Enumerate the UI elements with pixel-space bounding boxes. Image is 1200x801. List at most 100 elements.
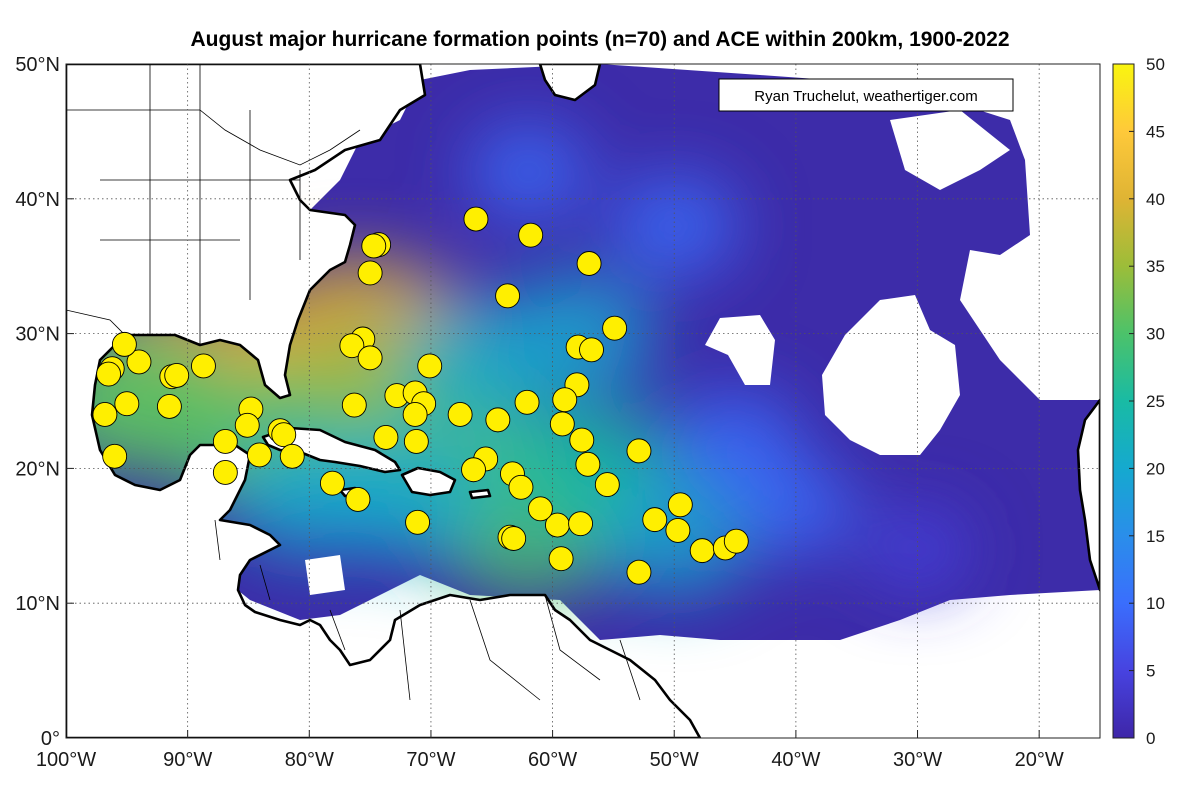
formation-point <box>191 353 216 379</box>
colorbar-tick-label: 15 <box>1146 527 1165 546</box>
chart-title: August major hurricane formation points … <box>190 28 1010 51</box>
formation-point <box>339 333 365 359</box>
x-tick-label: 30°W <box>893 749 942 771</box>
formation-point <box>279 443 305 469</box>
colorbar-tick-label: 50 <box>1146 55 1165 74</box>
formation-point <box>373 424 399 450</box>
formation-point <box>102 443 128 469</box>
x-tick-label: 50°W <box>650 749 699 771</box>
x-axis-ticks: 100°W 90°W 80°W 70°W 60°W 50°W 40°W 30°W 20°W <box>36 730 1064 771</box>
north-america-coast <box>66 64 702 738</box>
x-tick-label: 40°W <box>771 749 820 771</box>
us-state-lines <box>100 64 301 345</box>
colorbar-ticks: 0 5 10 15 20 25 30 35 40 45 50 <box>1129 55 1165 748</box>
formation-point <box>575 451 601 477</box>
formation-point <box>246 442 272 468</box>
formation-point <box>92 402 118 427</box>
formation-point <box>602 315 628 341</box>
formation-point <box>501 526 527 551</box>
formation-point <box>357 345 383 371</box>
formation-point <box>665 517 691 543</box>
formation-point <box>527 496 553 522</box>
colorbar-tick-label: 10 <box>1146 594 1165 613</box>
formation-point <box>508 474 534 500</box>
formation-point <box>642 507 668 533</box>
formation-point <box>447 402 473 427</box>
y-tick-label: 30°N <box>15 324 60 346</box>
ace-gaps <box>305 110 1010 595</box>
colorbar-tick-label: 30 <box>1146 325 1165 344</box>
plot-frame <box>65 63 1101 739</box>
formation-point <box>485 407 511 433</box>
formation-point <box>402 402 428 427</box>
colorbar-tick-label: 35 <box>1146 257 1165 276</box>
ace-hotspot <box>468 125 589 218</box>
gap-patch-3 <box>890 110 1010 190</box>
colorbar-tick-label: 40 <box>1146 190 1165 209</box>
land <box>66 64 1100 738</box>
x-tick-label: 90°W <box>163 749 212 771</box>
y-axis-ticks: 0° 10°N 20°N 30°N 40°N 50°N <box>15 54 74 750</box>
credit-box: Ryan Truchelut, weathertiger.com <box>718 78 1014 112</box>
formation-point <box>568 511 594 537</box>
formation-point <box>579 337 604 363</box>
formation-point <box>341 392 367 418</box>
colorbar-tick-label: 5 <box>1146 662 1155 681</box>
x-tick-label: 20°W <box>1015 749 1064 771</box>
ace-hotspot <box>610 176 739 275</box>
formation-point <box>518 222 544 248</box>
formation-point <box>403 428 429 454</box>
formation-point <box>111 331 137 357</box>
formation-point <box>549 411 575 437</box>
y-tick-label: 0° <box>41 728 60 750</box>
ace-hotspot <box>500 274 654 393</box>
formation-point <box>463 206 489 232</box>
formation-point <box>626 438 652 464</box>
formation-point <box>417 353 443 379</box>
formation-point <box>569 427 595 453</box>
formation-points <box>92 206 749 585</box>
ace-hotspot <box>736 462 856 555</box>
gap-patch-4 <box>305 555 345 595</box>
graticule <box>66 64 1100 738</box>
y-tick-label: 10°N <box>15 593 60 615</box>
formation-point <box>212 428 238 454</box>
formation-point <box>234 412 260 438</box>
formation-point <box>345 486 371 512</box>
gap-patch-2 <box>822 295 960 455</box>
africa-coast <box>1076 398 1100 592</box>
formation-point <box>594 472 620 498</box>
gap-patch-1 <box>705 315 775 385</box>
colorbar-tick-label: 45 <box>1146 122 1165 141</box>
formation-point <box>689 538 715 564</box>
colorbar-tick-label: 20 <box>1146 459 1165 478</box>
formation-point <box>156 393 182 419</box>
formation-point <box>361 233 387 259</box>
formation-point <box>164 362 190 388</box>
formation-point <box>548 546 574 572</box>
formation-point <box>405 509 431 535</box>
formation-point <box>271 422 297 448</box>
formation-point <box>626 559 652 585</box>
colorbar-tick-label: 25 <box>1146 392 1165 411</box>
formation-point <box>114 391 140 417</box>
credit-text: Ryan Truchelut, weathertiger.com <box>754 88 977 105</box>
formation-point <box>552 387 578 413</box>
formation-point <box>576 251 602 276</box>
y-tick-label: 40°N <box>15 189 60 211</box>
formation-point <box>723 528 749 554</box>
ace-hotspot <box>866 509 970 589</box>
x-tick-label: 100°W <box>36 749 96 771</box>
puerto-rico-island <box>468 488 492 500</box>
formation-point <box>514 389 540 415</box>
x-tick-label: 60°W <box>528 749 577 771</box>
formation-point <box>461 457 486 483</box>
central-america-borders <box>214 519 346 651</box>
y-tick-label: 50°N <box>15 54 60 76</box>
formation-point <box>357 260 383 286</box>
formation-point <box>96 361 122 387</box>
formation-point <box>495 283 521 309</box>
x-tick-label: 80°W <box>285 749 334 771</box>
x-tick-label: 70°W <box>406 749 455 771</box>
